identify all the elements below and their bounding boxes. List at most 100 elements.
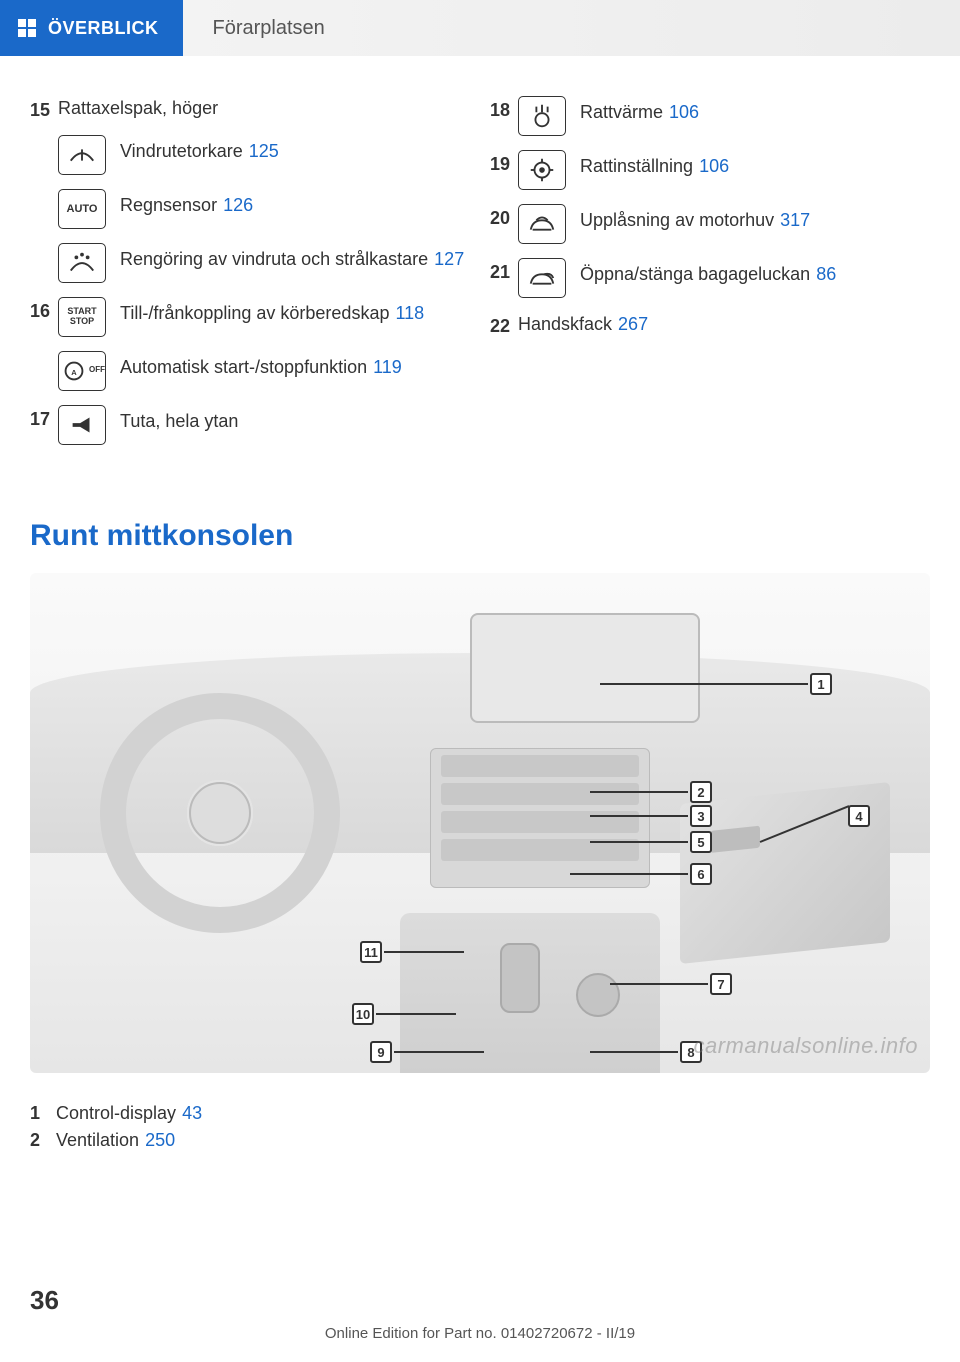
page-ref: 125	[249, 141, 279, 161]
callout-line	[570, 873, 688, 875]
entry-text: Rattvärme 106	[580, 96, 699, 136]
entry-label: Rengöring av vindruta och strålkastare	[120, 249, 428, 269]
callout-line	[610, 983, 708, 985]
entry-number: 16	[30, 297, 58, 337]
entry-number	[30, 243, 58, 283]
entry-left-1: Vindrutetorkare125	[30, 135, 470, 175]
entry-label: Automatisk start-/stoppfunktion	[120, 357, 367, 377]
entry-label: Handskfack	[518, 314, 612, 334]
callout-line	[394, 1051, 484, 1053]
grid-icon	[18, 19, 36, 37]
startstop-icon: STARTSTOP	[58, 297, 106, 337]
footer-text: Online Edition for Part no. 01402720672 …	[0, 1325, 960, 1342]
callout-line	[600, 683, 808, 685]
center-stack-shape	[430, 748, 650, 888]
entry-number: 22	[490, 312, 518, 337]
center-console-shape	[400, 913, 660, 1073]
callout-7: 7	[710, 973, 732, 995]
aoff-icon: AOFF	[58, 351, 106, 391]
entry-18: 18 Rattvärme 106	[490, 96, 930, 136]
wiper-icon	[58, 135, 106, 175]
entry-label: Rattaxelspak, höger	[58, 98, 218, 118]
entry-number: 19	[490, 150, 518, 190]
callout-line	[376, 1013, 456, 1015]
bottom-list-number: 1	[30, 1103, 56, 1124]
auto-icon: AUTO	[58, 189, 106, 229]
page-ref: 106	[669, 102, 699, 122]
bottom-list-label: Control-display	[56, 1103, 176, 1123]
horn-icon	[58, 405, 106, 445]
entry-text: Regnsensor 126	[120, 189, 253, 229]
entry-label: Upplåsning av motorhuv	[580, 210, 774, 230]
entry-number	[30, 351, 58, 391]
bottom-list-text: Control-display 43	[56, 1103, 202, 1124]
entry-15: 15Rattaxelspak, höger	[30, 96, 470, 121]
trunk-icon	[518, 258, 566, 298]
entry-text: Handskfack 267	[518, 312, 648, 337]
callout-1: 1	[810, 673, 832, 695]
entry-17: 17Tuta, hela ytan	[30, 405, 470, 445]
svg-text:A: A	[71, 368, 77, 377]
entry-left-3: Rengöring av vindruta och strålkastare 12…	[30, 243, 470, 283]
entry-text: Tuta, hela ytan	[120, 405, 238, 445]
callout-11: 11	[360, 941, 382, 963]
header-tab: ÖVERBLICK	[0, 0, 183, 56]
entry-label: Rattvärme	[580, 102, 663, 122]
bottom-list-label: Ventilation	[56, 1130, 139, 1150]
callout-line	[590, 791, 688, 793]
page-header: ÖVERBLICK Förarplatsen	[0, 0, 960, 56]
entry-label: Tuta, hela ytan	[120, 411, 238, 431]
entry-left-2: AUTO Regnsensor 126	[30, 189, 470, 229]
bottom-list: 1Control-display 43 2Ventilation 250	[30, 1103, 930, 1151]
page-ref: 119	[373, 357, 402, 377]
left-column: 15Rattaxelspak, höger Vindrutetorkare125 A…	[30, 96, 470, 459]
entry-number	[30, 135, 58, 175]
callout-5: 5	[690, 831, 712, 853]
shifter-shape	[500, 943, 540, 1013]
display-screen-shape	[470, 613, 700, 723]
page-ref: 126	[223, 195, 253, 215]
page-ref: 43	[182, 1103, 202, 1123]
entry-label: Regnsensor	[120, 195, 217, 215]
page-ref: 250	[145, 1130, 175, 1150]
entry-text: Till-/frånkoppling av körberedskap 118	[120, 297, 424, 337]
page-number: 36	[30, 1285, 59, 1316]
page-ref: 118	[395, 303, 424, 323]
bottom-list-number: 2	[30, 1130, 56, 1151]
entry-text: Automatisk start-/stoppfunktion 119	[120, 351, 402, 391]
entry-19: 19Rattinställning106	[490, 150, 930, 190]
entry-20: 20 Upplåsning av motorhuv317	[490, 204, 930, 244]
callout-3: 3	[690, 805, 712, 827]
callout-line	[384, 951, 464, 953]
entry-number	[30, 189, 58, 229]
entry-text: Öppna/stänga bagageluckan86	[580, 258, 836, 298]
watermark-text: carmanualsonline.info	[693, 1033, 918, 1059]
entry-number: 20	[490, 204, 518, 244]
entry-16: 16STARTSTOP Till-/frånkoppling av körbere…	[30, 297, 470, 337]
callout-line	[590, 1051, 678, 1053]
callout-4: 4	[848, 805, 870, 827]
entry-text: Rengöring av vindruta och strålkastare 12…	[120, 243, 464, 283]
callout-6: 6	[690, 863, 712, 885]
entry-label: Rattinställning	[580, 156, 693, 176]
page-ref: 127	[434, 249, 464, 269]
entry-number: 18	[490, 96, 518, 136]
bottom-list-text: Ventilation 250	[56, 1130, 175, 1151]
entry-left-5: AOFF Automatisk start-/stoppfunktion 119	[30, 351, 470, 391]
entry-text: Rattaxelspak, höger	[58, 96, 218, 121]
center-console-diagram: 1234567891011 carmanualsonline.info	[30, 573, 930, 1073]
hood-icon	[518, 204, 566, 244]
idrive-knob-shape	[576, 973, 620, 1017]
entry-label: Öppna/stänga bagageluckan	[580, 264, 810, 284]
header-tab-label: ÖVERBLICK	[48, 18, 159, 39]
bottom-list-row: 1Control-display 43	[30, 1103, 930, 1124]
bottom-list-row: 2Ventilation 250	[30, 1130, 930, 1151]
entry-text: Upplåsning av motorhuv317	[580, 204, 810, 244]
entry-text: Vindrutetorkare125	[120, 135, 279, 175]
callout-10: 10	[352, 1003, 374, 1025]
callout-9: 9	[370, 1041, 392, 1063]
callout-line	[590, 815, 688, 817]
page-ref: 267	[618, 314, 648, 334]
entry-label: Till-/frånkoppling av körberedskap	[120, 303, 389, 323]
header-title: Förarplatsen	[183, 0, 960, 56]
